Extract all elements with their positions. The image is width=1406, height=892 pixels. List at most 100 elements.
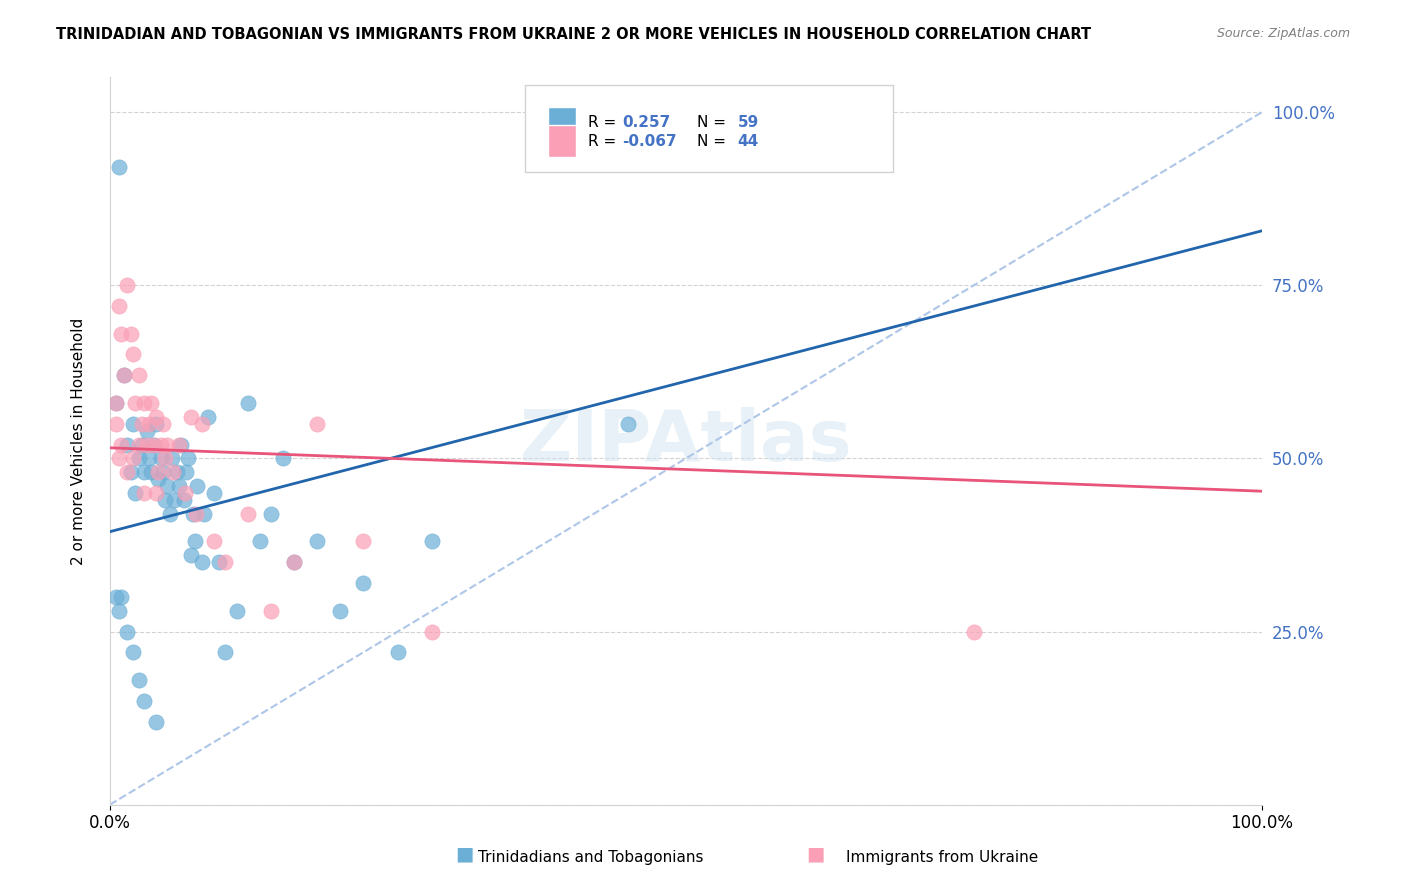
Point	[134, 465, 156, 479]
Point	[153, 451, 176, 466]
Point	[181, 507, 204, 521]
Point	[110, 326, 132, 341]
Point	[166, 465, 188, 479]
Text: ■: ■	[454, 845, 474, 863]
Point	[145, 417, 167, 431]
Point	[135, 424, 157, 438]
Point	[186, 507, 208, 521]
Text: 44: 44	[738, 134, 759, 149]
Point	[134, 486, 156, 500]
Point	[177, 451, 200, 466]
Point	[163, 492, 186, 507]
Point	[145, 714, 167, 729]
Point	[283, 555, 305, 569]
Point	[271, 451, 294, 466]
Point	[174, 465, 197, 479]
Point	[225, 604, 247, 618]
Point	[128, 437, 150, 451]
Point	[131, 437, 153, 451]
Point	[141, 465, 163, 479]
Point	[115, 278, 138, 293]
Text: 59: 59	[738, 115, 759, 130]
Point	[186, 479, 208, 493]
Point	[170, 437, 193, 451]
Point	[307, 534, 329, 549]
Text: N =: N =	[697, 134, 727, 149]
Point	[963, 624, 986, 639]
Point	[208, 555, 231, 569]
Text: N =: N =	[697, 115, 727, 130]
Point	[122, 347, 145, 361]
Point	[202, 486, 225, 500]
Point	[122, 417, 145, 431]
Point	[122, 645, 145, 659]
Point	[142, 437, 165, 451]
Point	[167, 479, 190, 493]
Text: ZIPAtlas: ZIPAtlas	[520, 407, 852, 475]
Point	[191, 555, 214, 569]
Point	[115, 437, 138, 451]
Text: ■: ■	[806, 845, 825, 863]
Point	[112, 368, 135, 383]
Text: TRINIDADIAN AND TOBAGONIAN VS IMMIGRANTS FROM UKRAINE 2 OR MORE VEHICLES IN HOUS: TRINIDADIAN AND TOBAGONIAN VS IMMIGRANTS…	[56, 27, 1091, 42]
Point	[115, 465, 138, 479]
Point	[131, 417, 153, 431]
Point	[422, 534, 444, 549]
Point	[352, 576, 374, 591]
Point	[152, 417, 174, 431]
Point	[422, 624, 444, 639]
Point	[179, 409, 201, 424]
Point	[149, 451, 172, 466]
Point	[128, 451, 150, 466]
FancyBboxPatch shape	[548, 106, 576, 139]
Point	[197, 409, 219, 424]
Point	[120, 465, 142, 479]
Point	[153, 492, 176, 507]
Point	[124, 396, 146, 410]
Point	[148, 472, 170, 486]
Point	[110, 590, 132, 604]
Point	[149, 437, 172, 451]
Point	[128, 673, 150, 687]
Point	[152, 465, 174, 479]
Point	[156, 479, 179, 493]
Point	[104, 417, 127, 431]
Point	[108, 604, 131, 618]
Point	[352, 534, 374, 549]
Point	[214, 555, 236, 569]
Point	[141, 396, 163, 410]
Point	[134, 396, 156, 410]
Point	[214, 645, 236, 659]
Point	[260, 604, 283, 618]
Point	[156, 437, 179, 451]
Y-axis label: 2 or more Vehicles in Household: 2 or more Vehicles in Household	[72, 318, 86, 565]
Point	[283, 555, 305, 569]
Point	[120, 326, 142, 341]
Point	[249, 534, 271, 549]
Point	[236, 396, 259, 410]
Point	[329, 604, 352, 618]
Text: 0.257: 0.257	[623, 115, 671, 130]
Text: R =: R =	[588, 134, 616, 149]
Point	[173, 486, 195, 500]
Point	[173, 492, 195, 507]
Point	[104, 396, 127, 410]
Point	[122, 451, 145, 466]
Point	[307, 417, 329, 431]
Text: Trinidadians and Tobagonians: Trinidadians and Tobagonians	[478, 850, 703, 865]
Text: -0.067: -0.067	[623, 134, 678, 149]
Point	[193, 507, 215, 521]
Point	[104, 590, 127, 604]
Point	[191, 417, 214, 431]
Point	[148, 465, 170, 479]
Text: Source: ZipAtlas.com: Source: ZipAtlas.com	[1216, 27, 1350, 40]
Point	[160, 451, 183, 466]
Point	[108, 161, 131, 175]
Point	[184, 534, 207, 549]
Point	[260, 507, 283, 521]
Point	[135, 437, 157, 451]
Point	[142, 437, 165, 451]
Text: R =: R =	[588, 115, 616, 130]
Point	[108, 451, 131, 466]
Point	[138, 451, 160, 466]
